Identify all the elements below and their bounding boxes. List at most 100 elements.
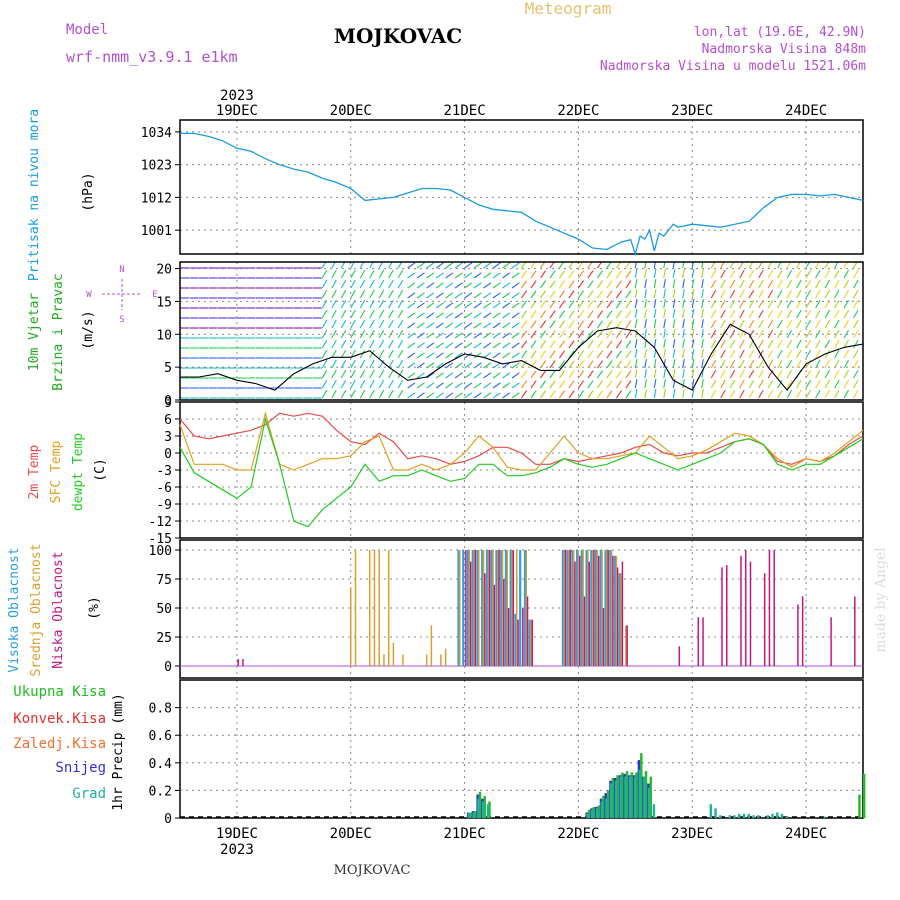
- model-elevation-label: Nadmorska Visina u modelu 1521.06m: [600, 59, 866, 74]
- wind-barb: [824, 369, 831, 379]
- wind-barb: [416, 262, 425, 269]
- wind-barb: [672, 269, 676, 279]
- wind-barb: [720, 299, 726, 309]
- high-cloud-axis-title: Visoka Oblacnost: [7, 547, 22, 672]
- wind-barb: [796, 309, 802, 319]
- wind-barb: [710, 289, 717, 299]
- wind-barb: [331, 319, 337, 329]
- wind-barb: [577, 262, 584, 269]
- wind-barb: [454, 282, 463, 289]
- wind-barb: [625, 350, 632, 359]
- wind-barb: [397, 329, 404, 339]
- wind-barb: [511, 382, 520, 389]
- cloud-panel-grid: [236, 540, 807, 678]
- wind-barb: [596, 350, 604, 359]
- wind-barb: [834, 279, 840, 289]
- wind-barb: [596, 270, 604, 279]
- wind-barb: [473, 322, 482, 329]
- wind-barb: [634, 262, 637, 269]
- wind-barb: [388, 269, 394, 279]
- wind-barb: [321, 309, 328, 319]
- wind-barb: [843, 389, 850, 399]
- wind-barb: [587, 370, 594, 379]
- wind-barb: [435, 262, 444, 269]
- wind-barb: [397, 279, 404, 289]
- wind-barb: [672, 289, 676, 299]
- wind-barb: [672, 299, 676, 309]
- wind-panel-frame: [179, 261, 864, 401]
- wind-barb: [701, 379, 704, 389]
- wind-barb: [615, 340, 622, 349]
- wind-barb: [407, 372, 416, 379]
- wind-barb: [359, 369, 366, 379]
- wind-barb: [549, 390, 556, 399]
- wind-barb: [710, 262, 716, 269]
- wind-barb: [710, 339, 717, 349]
- wind-barb: [853, 262, 858, 269]
- wind-barb: [701, 279, 704, 289]
- wind-barb: [824, 319, 831, 329]
- wind-barb: [606, 370, 613, 379]
- wind-barb: [454, 382, 463, 389]
- wind-barb: [720, 369, 726, 379]
- wind-barb: [824, 329, 831, 339]
- wind-barb: [663, 262, 666, 269]
- pressure-panel-grid: [236, 120, 807, 254]
- wind-barb: [397, 262, 403, 269]
- wind-barb: [701, 289, 704, 299]
- wind-barb: [521, 340, 528, 349]
- bottom-date-label: 19DEC: [216, 826, 258, 842]
- wind-barb: [549, 262, 555, 269]
- wind-barb: [663, 359, 666, 369]
- wind-barb: [492, 292, 501, 299]
- pressure-tick-label: 1034: [141, 126, 172, 141]
- wind-barb: [521, 390, 528, 399]
- wind-barb: [378, 389, 385, 399]
- wind-barb: [426, 282, 435, 289]
- compass-west-label: W: [86, 290, 92, 300]
- wind-barb: [331, 299, 337, 309]
- wind-barb: [511, 342, 520, 349]
- pressure-panel-frame: [179, 119, 864, 255]
- wind-barb: [483, 342, 492, 349]
- temp2m-line: [179, 412, 864, 465]
- wind-barb: [540, 370, 547, 379]
- wind-barb: [644, 289, 647, 299]
- wind-barb: [426, 392, 435, 399]
- wind-barb: [549, 340, 556, 349]
- wind-barb: [397, 269, 404, 279]
- wind-barb: [815, 389, 821, 399]
- wind-barb: [454, 352, 463, 359]
- wind-barb: [407, 332, 416, 339]
- wind-barb: [682, 359, 685, 369]
- precip-tick-label: 0.2: [149, 784, 172, 799]
- wind-barb: [473, 392, 482, 399]
- wind-barb: [710, 329, 717, 339]
- wind-barb: [445, 332, 454, 339]
- wind-barb: [416, 272, 425, 279]
- wind-barb: [473, 302, 482, 309]
- wind-barb: [682, 369, 685, 379]
- wind-barb: [378, 309, 385, 319]
- wind-barb: [445, 362, 454, 369]
- wind-barb: [502, 372, 511, 379]
- compass-north-label: N: [119, 265, 124, 275]
- wind-barb: [587, 380, 594, 389]
- wind-barb: [739, 369, 745, 379]
- wind-barb: [672, 389, 676, 399]
- wind-barb: [748, 319, 755, 329]
- wind-barb: [691, 329, 695, 339]
- wind-barb: [359, 299, 366, 309]
- wind-barb: [729, 279, 736, 289]
- wind-barb: [786, 369, 793, 379]
- wind-barb: [568, 262, 574, 269]
- wind-unit: (m/s): [81, 310, 96, 349]
- wind-barb: [511, 362, 520, 369]
- cloud-unit: (%): [87, 596, 102, 619]
- wind-barb: [521, 290, 528, 299]
- wind-barb: [502, 352, 511, 359]
- wind-barb: [340, 309, 347, 319]
- wind-barb: [777, 329, 783, 339]
- wind-barb: [748, 279, 755, 289]
- wind-barb: [445, 392, 454, 399]
